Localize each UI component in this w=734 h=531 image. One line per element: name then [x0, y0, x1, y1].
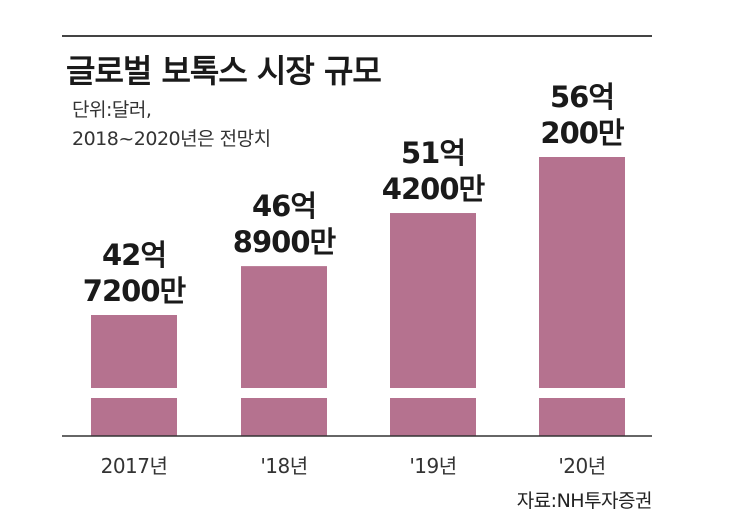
value-label: 51억	[401, 136, 465, 170]
bars-group	[90, 157, 626, 436]
value-label: 7200만	[83, 274, 187, 308]
bar	[91, 315, 177, 436]
axis-break-gap	[389, 388, 477, 398]
x-tick-label: 2017년	[101, 454, 168, 478]
x-tick-labels-group: 2017년 '18년 '19년 '20년	[101, 454, 607, 478]
value-label: 46억	[252, 189, 316, 223]
axis-break-gap	[538, 388, 626, 398]
bar	[241, 266, 327, 436]
axis-break-gap	[90, 388, 178, 398]
value-label: 4200만	[382, 172, 486, 206]
unit-note-line: 단위:달러,	[72, 99, 152, 121]
x-tick-label: '20년	[558, 454, 605, 478]
value-label: 42억	[102, 238, 166, 272]
x-tick-label: '19년	[409, 454, 456, 478]
value-label: 8900만	[233, 225, 337, 259]
unit-note: 단위:달러, 2018~2020년은 전망치	[72, 96, 271, 154]
chart-title: 글로벌 보톡스 시장 규모	[66, 52, 382, 90]
source-note: 자료:NH투자증권	[516, 490, 653, 512]
forecast-note-line: 2018~2020년은 전망치	[72, 128, 271, 150]
value-label: 56억	[550, 80, 614, 114]
value-label: 200만	[540, 116, 625, 150]
top-rule	[62, 35, 652, 37]
bar	[390, 213, 476, 436]
axis-break-gap	[240, 388, 328, 398]
x-tick-label: '18년	[260, 454, 307, 478]
